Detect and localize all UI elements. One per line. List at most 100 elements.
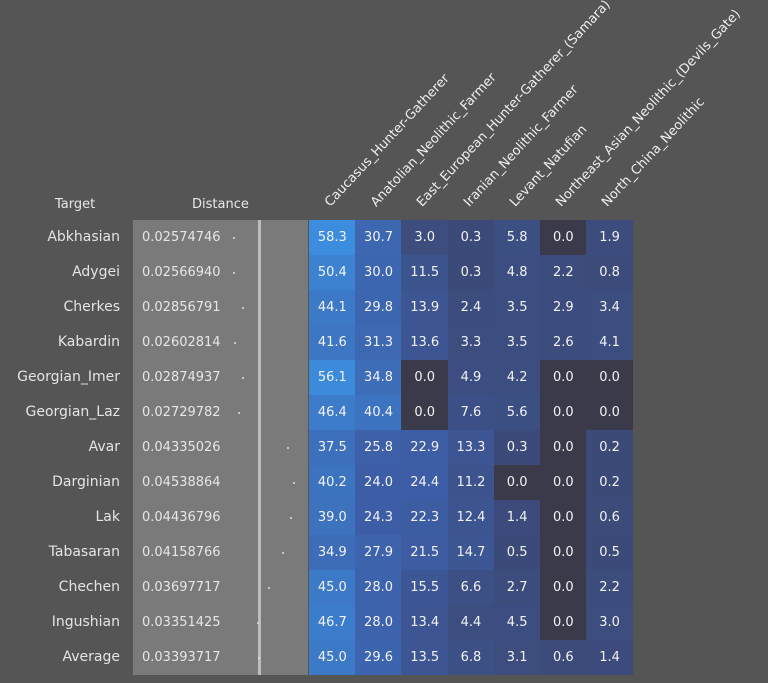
distance-dot	[281, 552, 284, 554]
heatmap-cell: 28.0	[355, 605, 402, 640]
heatmap-cell: 3.5	[493, 325, 541, 360]
heatmap-cell: 0.3	[447, 220, 495, 255]
heatmap-cell: 27.9	[355, 535, 402, 570]
heatmap-cell: 11.2	[447, 465, 495, 500]
heatmap-cell: 22.9	[401, 430, 449, 465]
heatmap-cell: 50.4	[309, 255, 356, 290]
heatmap-cell: 3.0	[401, 220, 449, 255]
distance-dot	[241, 307, 244, 309]
distance-dot	[233, 237, 236, 239]
heatmap-cell: 46.4	[309, 395, 356, 430]
heatmap-cell: 0.0	[586, 360, 633, 395]
heatmap-cell: 13.3	[447, 430, 495, 465]
row-distance-value: 0.02566940	[142, 265, 221, 280]
heatmap-cell: 13.6	[401, 325, 449, 360]
heatmap-cell: 40.2	[309, 465, 356, 500]
heatmap-cell: 2.4	[447, 290, 495, 325]
heatmap-cell: 4.8	[493, 255, 541, 290]
row-target-label: Abkhasian	[47, 229, 120, 245]
heatmap-cell: 37.5	[309, 430, 356, 465]
row-target-label: Chechen	[58, 579, 120, 595]
heatmap-cell: 45.0	[309, 570, 356, 605]
heatmap-cell: 13.5	[401, 640, 449, 675]
heatmap-cell: 25.8	[355, 430, 402, 465]
row-distance-value: 0.03351425	[142, 615, 221, 630]
heatmap-cell: 0.6	[586, 500, 633, 535]
heatmap-cell: 45.0	[309, 640, 356, 675]
heatmap-cell: 30.0	[355, 255, 402, 290]
distance-divider	[258, 220, 261, 675]
heatmap-cell: 28.0	[355, 570, 402, 605]
heatmap-cell: 2.2	[540, 255, 587, 290]
heatmap-cell: 15.5	[401, 570, 449, 605]
row-target-label: Avar	[88, 439, 120, 455]
row-target-label: Average	[62, 649, 121, 665]
heatmap-cell: 46.7	[309, 605, 356, 640]
heatmap-cell: 0.8	[586, 255, 633, 290]
row-target-label: Cherkes	[63, 299, 120, 315]
distance-dot	[286, 447, 289, 449]
row-distance-value: 0.02729782	[142, 405, 221, 420]
heatmap-cell: 41.6	[309, 325, 356, 360]
heatmap-cell: 0.0	[540, 570, 587, 605]
distance-dot	[242, 377, 245, 379]
heatmap-cell: 0.2	[586, 465, 633, 500]
heatmap-cell: 0.0	[540, 605, 587, 640]
row-distance-value: 0.03393717	[142, 650, 221, 665]
heatmap-cell: 11.5	[401, 255, 449, 290]
heatmap-cell: 5.8	[493, 220, 541, 255]
heatmap-cell: 4.5	[493, 605, 541, 640]
heatmap-cell: 24.0	[355, 465, 402, 500]
heatmap-cell: 0.3	[447, 255, 495, 290]
heatmap-cell: 0.0	[493, 465, 541, 500]
heatmap-cell: 24.3	[355, 500, 402, 535]
distance-dot	[238, 412, 240, 414]
heatmap-cell: 0.6	[540, 640, 587, 675]
heatmap-cell: 31.3	[355, 325, 402, 360]
heatmap-cell: 0.0	[401, 395, 449, 430]
row-distance-value: 0.04436796	[142, 510, 221, 525]
heatmap-cell: 5.6	[493, 395, 541, 430]
heatmap-cell: 34.9	[309, 535, 356, 570]
heatmap-cell: 58.3	[309, 220, 356, 255]
heatmap-cell: 0.0	[540, 500, 587, 535]
heatmap-cell: 29.8	[355, 290, 402, 325]
row-distance-value: 0.02856791	[142, 300, 221, 315]
row-target-label: Adygei	[72, 264, 120, 280]
distance-dot	[256, 622, 259, 624]
heatmap-cell: 21.5	[401, 535, 449, 570]
heatmap-cell: 3.1	[493, 640, 541, 675]
distance-panel	[133, 220, 308, 675]
heatmap-cell: 3.0	[586, 605, 633, 640]
heatmap-cell: 6.6	[447, 570, 495, 605]
heatmap-cell: 0.0	[540, 220, 587, 255]
distance-dot	[233, 272, 236, 274]
row-target-label: Georgian_Laz	[25, 404, 121, 420]
heatmap-cell: 0.0	[540, 465, 587, 500]
heatmap-cell: 1.4	[493, 500, 541, 535]
heatmap-cell: 0.0	[540, 430, 587, 465]
row-distance-value: 0.03697717	[142, 580, 221, 595]
heatmap-cell: 1.9	[586, 220, 633, 255]
heatmap-cell: 2.7	[493, 570, 541, 605]
heatmap-cell: 0.5	[493, 535, 541, 570]
heatmap-cell: 0.0	[540, 535, 587, 570]
heatmap-cell: 44.1	[309, 290, 356, 325]
distance-header: Distance	[192, 197, 249, 212]
heatmap-cell: 13.4	[401, 605, 449, 640]
heatmap-cell: 29.6	[355, 640, 402, 675]
heatmap-cell: 12.4	[447, 500, 495, 535]
heatmap-cell: 40.4	[355, 395, 402, 430]
heatmap-cell: 24.4	[401, 465, 449, 500]
heatmap-cell: 0.5	[586, 535, 633, 570]
row-target-label: Ingushian	[51, 614, 120, 630]
heatmap-cell: 0.0	[540, 395, 587, 430]
heatmap-cell: 0.0	[586, 395, 633, 430]
heatmap-cell: 2.6	[540, 325, 587, 360]
distance-dot	[293, 482, 296, 484]
heatmap-cell: 4.2	[493, 360, 541, 395]
heatmap-cell: 3.5	[493, 290, 541, 325]
heatmap-cell: 6.8	[447, 640, 495, 675]
row-distance-value: 0.04158766	[142, 545, 221, 560]
heatmap-cell: 3.3	[447, 325, 495, 360]
